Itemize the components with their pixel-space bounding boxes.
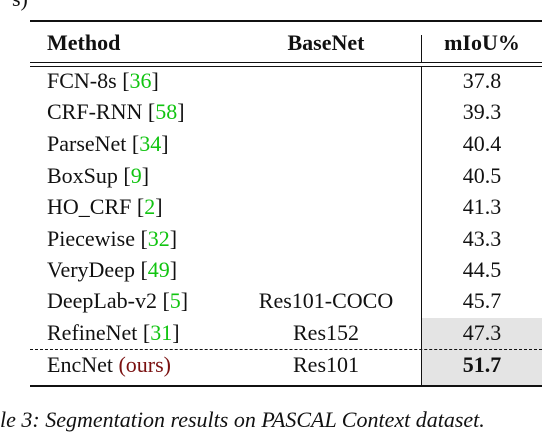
table-row-method: DeepLab-v2 [5] [47, 288, 189, 313]
table-row-method: BoxSup [9] [47, 163, 150, 188]
table-row-miou: 45.7 [462, 288, 502, 313]
table-row-method: RefineNet [31] [47, 320, 180, 345]
table-row-miou: 37.8 [462, 68, 502, 93]
table-row-basenet: Res101-COCO [258, 288, 394, 313]
table-row-miou: 39.3 [462, 99, 502, 124]
table-row-method: ParseNet [34] [47, 131, 169, 156]
header-basenet: BaseNet [287, 30, 365, 55]
encnet-row-basenet: Res101 [293, 352, 359, 377]
table-row-method: Piecewise [32] [47, 226, 178, 251]
caption-fragment-bottom: le 3: Segmentation results on PASCAL Con… [0, 407, 485, 432]
table-bottom-rule [30, 385, 542, 387]
encnet-row-miou: 51.7 [462, 352, 502, 377]
encnet-row-method: EncNet (ours) [47, 353, 171, 377]
citation-link[interactable]: 5 [169, 288, 181, 313]
header-miou: mIoU% [444, 30, 520, 55]
table-header-rule-upper [30, 62, 542, 63]
table-row-miou: 43.3 [462, 226, 502, 251]
method-name: CRF-RNN [47, 99, 143, 124]
encnet-miou-highlight [422, 350, 542, 385]
table-row-miou: 40.5 [462, 163, 502, 188]
method-name: HO_CRF [47, 194, 132, 219]
table-row-miou: 40.4 [462, 131, 502, 156]
citation-link[interactable]: 58 [155, 99, 178, 124]
method-name: ParseNet [47, 131, 127, 156]
table-row-basenet: Res152 [293, 320, 359, 345]
table-row-miou: 41.3 [462, 194, 502, 219]
citation-link[interactable]: 49 [147, 257, 170, 282]
table-row-method: HO_CRF [2] [47, 194, 163, 219]
citation-link[interactable]: 9 [130, 163, 142, 188]
refinenet-miou-highlight [422, 318, 542, 350]
ours-label: (ours) [118, 352, 172, 377]
method-name: BoxSup [47, 163, 118, 188]
method-name: DeepLab-v2 [47, 288, 157, 313]
table-row-method: CRF-RNN [58] [47, 99, 185, 124]
method-name: FCN-8s [47, 68, 117, 93]
table-row-miou: 44.5 [462, 257, 502, 282]
citation-link[interactable]: 2 [144, 194, 156, 219]
method-name: RefineNet [47, 320, 138, 345]
table-row-method: FCN-8s [36] [47, 68, 159, 93]
table-header-rule-lower [30, 66, 542, 67]
ours-separator-dashed-line [30, 349, 542, 350]
method-name: Piecewise [47, 226, 135, 251]
table-row-method: VeryDeep [49] [47, 257, 178, 282]
table-top-rule [30, 20, 542, 22]
citation-link[interactable]: 32 [147, 226, 170, 251]
column-separator-header [421, 35, 422, 62]
header-method: Method [47, 30, 121, 55]
column-separator-body [421, 67, 422, 385]
citation-link[interactable]: 31 [150, 320, 173, 345]
method-name: EncNet [47, 352, 113, 377]
citation-link[interactable]: 36 [129, 68, 152, 93]
caption-fragment-top: s) [12, 0, 28, 11]
citation-link[interactable]: 34 [139, 131, 162, 156]
table-row-miou: 47.3 [462, 320, 502, 345]
method-name: VeryDeep [47, 257, 135, 282]
